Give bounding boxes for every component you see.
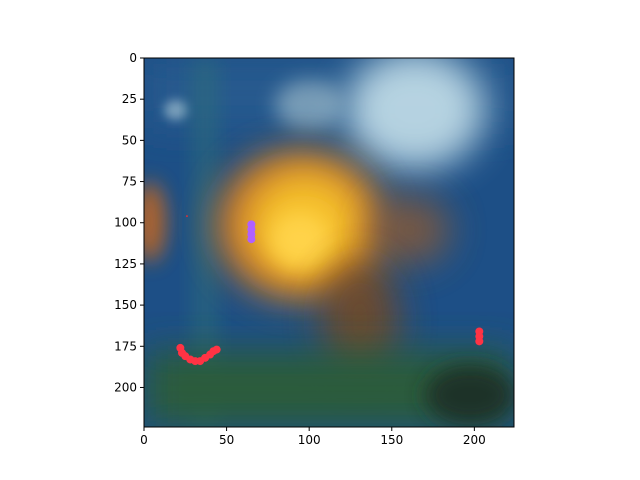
x-tick-label: 0 [140, 433, 148, 447]
y-tick-label: 150 [114, 298, 137, 312]
x-tick-label: 150 [380, 433, 403, 447]
image-content [144, 58, 514, 427]
x-tick-label: 200 [463, 433, 486, 447]
image-brown-right [370, 195, 450, 265]
y-tick-label: 50 [122, 133, 137, 147]
marker-point-0-9 [212, 345, 221, 354]
overlay-markers [176, 215, 484, 366]
y-tick-label: 125 [114, 257, 137, 271]
y-tick-label: 75 [122, 175, 137, 189]
image-yellow-core [270, 212, 330, 268]
image-light-patch-left [275, 80, 345, 130]
image-cyan-patch [345, 58, 485, 170]
x-tick-label: 100 [298, 433, 321, 447]
marker-point-1-3 [247, 235, 256, 244]
y-tick-label: 175 [114, 339, 137, 353]
axes: 0 50 100 150 200 0 25 50 75 100 125 150 175 200 [114, 51, 515, 447]
axes-frame [143, 57, 515, 428]
image-dark-bottom-right [425, 365, 514, 425]
image-orange-left [144, 182, 166, 262]
marker-point-2-2 [475, 337, 484, 346]
x-tick-label: 50 [219, 433, 234, 447]
marker-point-3-0 [185, 215, 188, 218]
y-tick-label: 100 [114, 216, 137, 230]
y-tick-label: 200 [114, 380, 137, 394]
y-tick-label: 25 [122, 92, 137, 106]
image-spot-left [164, 100, 188, 120]
y-tick-label: 0 [129, 51, 137, 65]
